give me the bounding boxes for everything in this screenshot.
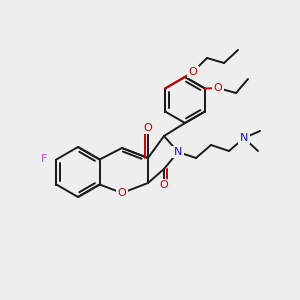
Text: N: N — [174, 147, 182, 157]
Text: F: F — [41, 154, 47, 164]
Text: O: O — [189, 67, 197, 77]
Text: N: N — [240, 133, 248, 143]
Text: O: O — [214, 83, 222, 93]
Text: O: O — [144, 123, 152, 133]
Text: O: O — [118, 188, 126, 198]
Text: O: O — [160, 180, 168, 190]
